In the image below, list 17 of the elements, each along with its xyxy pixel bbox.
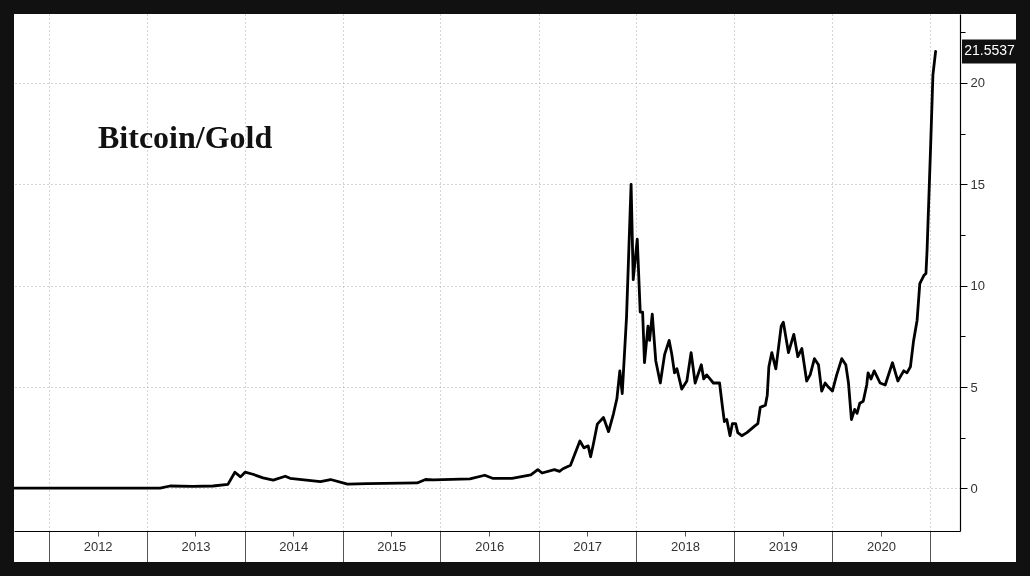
x-tick-label: 2017 [573,538,603,554]
text: 21.5537 [964,42,1016,59]
y-tick-label: 5 [970,379,978,395]
x-tick-label: 2015 [377,538,407,554]
x-tick-label: 2013 [181,538,211,554]
text: Bitcoin/Gold [98,119,273,155]
x-tick-label: 2020 [866,538,896,554]
y-tick-label: 10 [970,278,985,294]
x-tick-label: 2014 [279,538,309,554]
x-tick-label: 2019 [768,538,798,554]
y-tick-label: 0 [970,480,978,496]
x-tick-label: 2018 [671,538,700,554]
y-tick-label: 15 [970,176,985,192]
x-tick-label: 2016 [475,538,505,554]
line-series [12,50,938,490]
x-tick-label: 2012 [83,538,113,554]
y-tick-label: 20 [970,75,985,91]
